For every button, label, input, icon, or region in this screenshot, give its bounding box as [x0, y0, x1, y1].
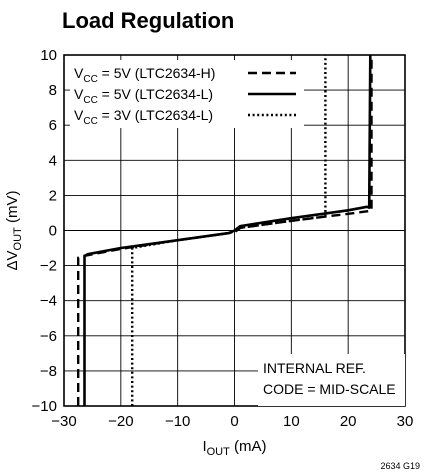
figure-id: 2634 G19 — [380, 461, 420, 471]
y-tick-label: −6 — [40, 328, 57, 345]
y-tick-label: 10 — [40, 47, 57, 64]
y-tick-label: −2 — [40, 258, 57, 275]
series-line-solid — [83, 54, 372, 406]
annotation-background — [258, 354, 405, 406]
legend: VCC = 5V (LTC2634-H)VCC = 5V (LTC2634-L)… — [70, 60, 304, 128]
x-tick-label: −20 — [108, 413, 133, 430]
y-tick-label: 0 — [49, 223, 57, 240]
x-tick-label: 10 — [283, 413, 300, 430]
y-tick-label: 4 — [49, 152, 57, 169]
y-tick-label: 6 — [49, 117, 57, 134]
legend-entry: VCC = 5V (LTC2634-L) — [74, 86, 213, 106]
y-tick-label: −8 — [40, 363, 57, 380]
plot-frame — [63, 54, 406, 407]
y-tick-label: 8 — [49, 82, 57, 99]
x-tick-label: 30 — [397, 413, 414, 430]
annotation-text: INTERNAL REF. — [263, 360, 366, 376]
legend-entry: VCC = 5V (LTC2634-H) — [74, 65, 215, 85]
y-axis-label: ΔVOUT (mV) — [4, 191, 24, 271]
y-tick-label: −10 — [32, 398, 57, 415]
annotation-text: CODE = MID-SCALE — [263, 381, 396, 397]
y-tick-label: 2 — [49, 187, 57, 204]
x-tick-label: −10 — [165, 413, 190, 430]
x-tick-label: 0 — [230, 413, 238, 430]
x-tick-label: −30 — [51, 413, 76, 430]
chart-title: Load Regulation — [62, 8, 234, 33]
x-tick-label: 20 — [340, 413, 357, 430]
legend-entry: VCC = 3V (LTC2634-L) — [74, 107, 213, 127]
series-lines — [77, 54, 373, 406]
x-axis-label: IOUT (mA) — [202, 438, 266, 458]
y-tick-label: −4 — [40, 293, 57, 310]
annotation-box: INTERNAL REF. CODE = MID-SCALE — [258, 354, 405, 406]
